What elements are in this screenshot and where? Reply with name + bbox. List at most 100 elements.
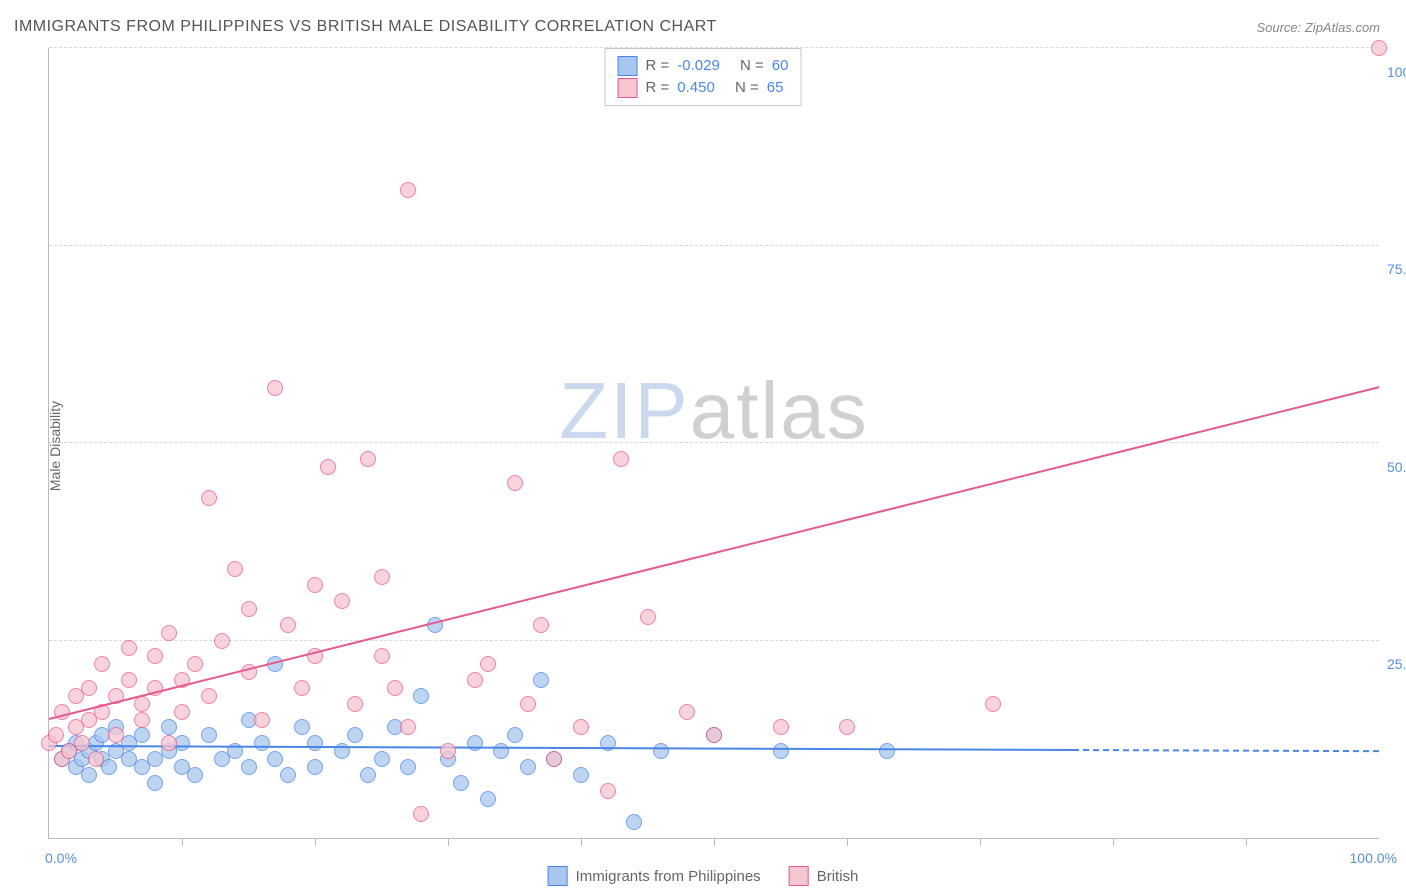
x-tick [315,838,316,846]
data-point [187,767,203,783]
data-point [413,688,429,704]
legend-stats-row: R = -0.029 N = 60 [618,55,789,77]
data-point [520,759,536,775]
data-point [347,727,363,743]
data-point [360,767,376,783]
x-tick [448,838,449,846]
data-point [626,814,642,830]
n-value: 65 [767,77,784,99]
x-tick [847,838,848,846]
data-point [88,751,104,767]
data-point [374,648,390,664]
n-label: N = [740,55,764,77]
y-tick-label: 100.0% [1381,64,1406,80]
data-point [121,672,137,688]
legend-swatch-pink [789,866,809,886]
data-point [241,759,257,775]
data-point [267,380,283,396]
data-point [134,712,150,728]
trend-line [49,386,1379,720]
data-point [187,656,203,672]
data-point [374,569,390,585]
data-point [280,617,296,633]
data-point [480,656,496,672]
data-point [546,751,562,767]
data-point [600,783,616,799]
legend-item: Immigrants from Philippines [548,866,761,886]
data-point [440,743,456,759]
x-tick [581,838,582,846]
data-point [1371,40,1387,56]
r-label: R = [646,77,670,99]
chart-title: IMMIGRANTS FROM PHILIPPINES VS BRITISH M… [14,18,717,36]
y-tick-label: 50.0% [1381,459,1406,475]
data-point [320,459,336,475]
plot-area: ZIPatlas 25.0%50.0%75.0%100.0%0.0%100.0% [48,48,1379,839]
data-point [520,696,536,712]
data-point [400,182,416,198]
data-point [613,451,629,467]
data-point [533,672,549,688]
x-tick [980,838,981,846]
n-label: N = [735,77,759,99]
legend-stats-row: R = 0.450 N = 65 [618,77,789,99]
legend-label: British [817,868,859,885]
data-point [147,775,163,791]
data-point [453,775,469,791]
gridline [49,245,1379,246]
data-point [400,759,416,775]
data-point [81,680,97,696]
data-point [161,625,177,641]
watermark: ZIPatlas [559,365,868,457]
data-point [241,601,257,617]
r-label: R = [646,55,670,77]
data-point [94,656,110,672]
trend-line [1073,749,1379,752]
x-tick-label: 0.0% [45,850,77,866]
data-point [985,696,1001,712]
data-point [507,727,523,743]
data-point [108,727,124,743]
legend-swatch-blue [548,866,568,886]
data-point [134,727,150,743]
data-point [227,561,243,577]
data-point [533,617,549,633]
r-value: -0.029 [677,55,720,77]
data-point [334,593,350,609]
data-point [653,743,669,759]
data-point [294,719,310,735]
data-point [201,490,217,506]
data-point [347,696,363,712]
data-point [573,719,589,735]
data-point [280,767,296,783]
legend-item: British [789,866,859,886]
r-value: 0.450 [677,77,715,99]
y-tick-label: 75.0% [1381,261,1406,277]
data-point [773,743,789,759]
data-point [294,680,310,696]
data-point [679,704,695,720]
data-point [161,719,177,735]
legend-label: Immigrants from Philippines [576,868,761,885]
data-point [467,735,483,751]
data-point [214,633,230,649]
data-point [374,751,390,767]
legend-swatch-blue [618,56,638,76]
x-tick [1113,838,1114,846]
legend-series: Immigrants from Philippines British [540,866,867,886]
data-point [201,727,217,743]
data-point [387,680,403,696]
data-point [267,751,283,767]
data-point [493,743,509,759]
data-point [467,672,483,688]
data-point [307,577,323,593]
data-point [147,648,163,664]
source-label: Source: ZipAtlas.com [1256,20,1380,35]
data-point [640,609,656,625]
data-point [573,767,589,783]
data-point [400,719,416,735]
data-point [879,743,895,759]
data-point [254,735,270,751]
data-point [121,640,137,656]
x-tick [182,838,183,846]
